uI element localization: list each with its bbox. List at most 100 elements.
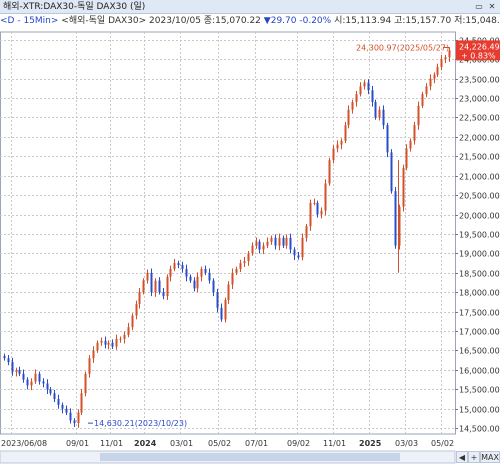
y-tick-label: 22,500.00: [459, 114, 500, 123]
candle-body: [429, 78, 432, 87]
scroll-left-button[interactable]: ◀: [456, 451, 468, 463]
candle-body: [185, 268, 188, 277]
y-tick-label: 16,500.00: [459, 347, 500, 356]
candle-body: [231, 272, 234, 285]
candle-body: [433, 74, 436, 79]
candle-body: [115, 338, 118, 347]
candle-body: [282, 237, 285, 246]
candle-body: [77, 412, 80, 424]
candlestick-chart[interactable]: 24,500.0024,000.0023,500.0023,000.0022,5…: [0, 28, 500, 466]
candle-body: [200, 268, 203, 277]
candle-body: [196, 276, 199, 289]
candle-body: [123, 334, 126, 339]
candle-body: [100, 340, 103, 343]
candle-body: [3, 355, 6, 359]
symbol-text: 해외-독일 DAX30: [68, 16, 139, 26]
candle-body: [332, 148, 335, 161]
candle-body: [363, 82, 366, 87]
candle-body: [49, 389, 52, 394]
candle-body: [444, 57, 447, 60]
candle-body: [208, 272, 211, 281]
max-zoom-button[interactable]: MAX: [480, 451, 500, 463]
candle-body: [409, 140, 412, 149]
x-tick-label: 03/01: [170, 439, 193, 448]
candle-body: [7, 358, 10, 363]
zoom-in-button[interactable]: +: [468, 451, 480, 463]
candle-body: [166, 276, 169, 297]
candle-body: [107, 342, 110, 345]
candle-body: [402, 167, 405, 207]
candle-body: [216, 292, 219, 308]
candle-body: [359, 86, 362, 95]
candle-body: [18, 369, 21, 374]
candle-body: [235, 268, 238, 273]
candle-body: [351, 101, 354, 110]
candle-body: [162, 292, 165, 297]
x-tick-label: 03/03: [395, 439, 418, 448]
window-title: 해외-XTR:DAX30-독일 DAX30 (일): [3, 2, 146, 12]
candle-body: [448, 50, 451, 58]
candle-body: [96, 342, 99, 351]
candle-body: [374, 101, 377, 118]
x-tick-label: 09/01: [66, 439, 89, 448]
candle-body: [405, 148, 408, 168]
candle-body: [177, 263, 180, 266]
candle-body: [440, 59, 443, 67]
x-tick-label: 11/01: [323, 439, 346, 448]
candle-body: [158, 280, 161, 293]
candle-body: [328, 160, 331, 184]
y-tick-label: 14,500.00: [459, 425, 500, 434]
candle-body: [386, 125, 389, 153]
candle-body: [413, 125, 416, 141]
y-tick-label: 23,500.00: [459, 76, 500, 85]
candle-body: [239, 263, 242, 269]
candle-body: [224, 300, 227, 320]
bar-date: 2023/10/05: [149, 16, 201, 26]
candle-body: [316, 202, 319, 215]
low-price: 저:15,048.42: [454, 16, 500, 26]
window-titlebar: 해외-XTR:DAX30-독일 DAX30 (일) ▭ ✕: [0, 0, 500, 14]
candle-body: [266, 241, 269, 246]
candle-body: [131, 315, 134, 328]
candle-body: [169, 268, 172, 277]
candle-body: [421, 94, 424, 106]
candle-body: [243, 261, 246, 264]
x-tick-label: 09/02: [287, 439, 310, 448]
candle-body: [313, 202, 316, 204]
candle-body: [324, 183, 327, 211]
interval-selector[interactable]: <D - 15Min>: [0, 16, 59, 26]
y-tick-label: 21,500.00: [459, 153, 500, 162]
y-tick-label: 20,000.00: [459, 212, 500, 221]
chart-svg: 24,500.0024,000.0023,500.0023,000.0022,5…: [0, 31, 500, 464]
y-tick-label: 17,500.00: [459, 309, 500, 318]
candle-body: [220, 307, 223, 320]
y-tick-label: 23,000.00: [459, 95, 500, 104]
y-tick-label: 18,000.00: [459, 289, 500, 298]
interval-label: D - 15Min: [7, 16, 51, 26]
x-tick-label: 2025: [359, 439, 382, 448]
close-price: 종:15,070.22: [203, 16, 261, 26]
price-info-bar: <D - 15Min> <해외-독일 DAX30> 2023/10/05 종:1…: [0, 15, 500, 27]
candle-body: [367, 82, 370, 91]
candle-body: [255, 241, 258, 246]
candle-body: [289, 237, 292, 250]
candle-body: [127, 327, 130, 335]
x-tick-label: 05/02: [431, 439, 454, 448]
candle-body: [390, 152, 393, 192]
restore-window-icon[interactable]: ▭: [475, 2, 483, 11]
x-tick-label: 05/02: [208, 439, 231, 448]
y-tick-label: 18,500.00: [459, 270, 500, 279]
candle-body: [150, 272, 153, 293]
candle-body: [436, 66, 439, 75]
candle-body: [119, 338, 122, 340]
close-window-icon[interactable]: ✕: [488, 2, 496, 11]
candle-body: [34, 373, 37, 382]
candle-body: [344, 125, 347, 141]
candle-body: [270, 237, 273, 242]
y-tick-label: 15,500.00: [459, 386, 500, 395]
candle-body: [336, 144, 339, 149]
candle-body: [355, 94, 358, 102]
candle-body: [340, 140, 343, 145]
candle-body: [73, 420, 76, 424]
low-annotation: 14,630.21(2023/10/23): [94, 419, 187, 428]
